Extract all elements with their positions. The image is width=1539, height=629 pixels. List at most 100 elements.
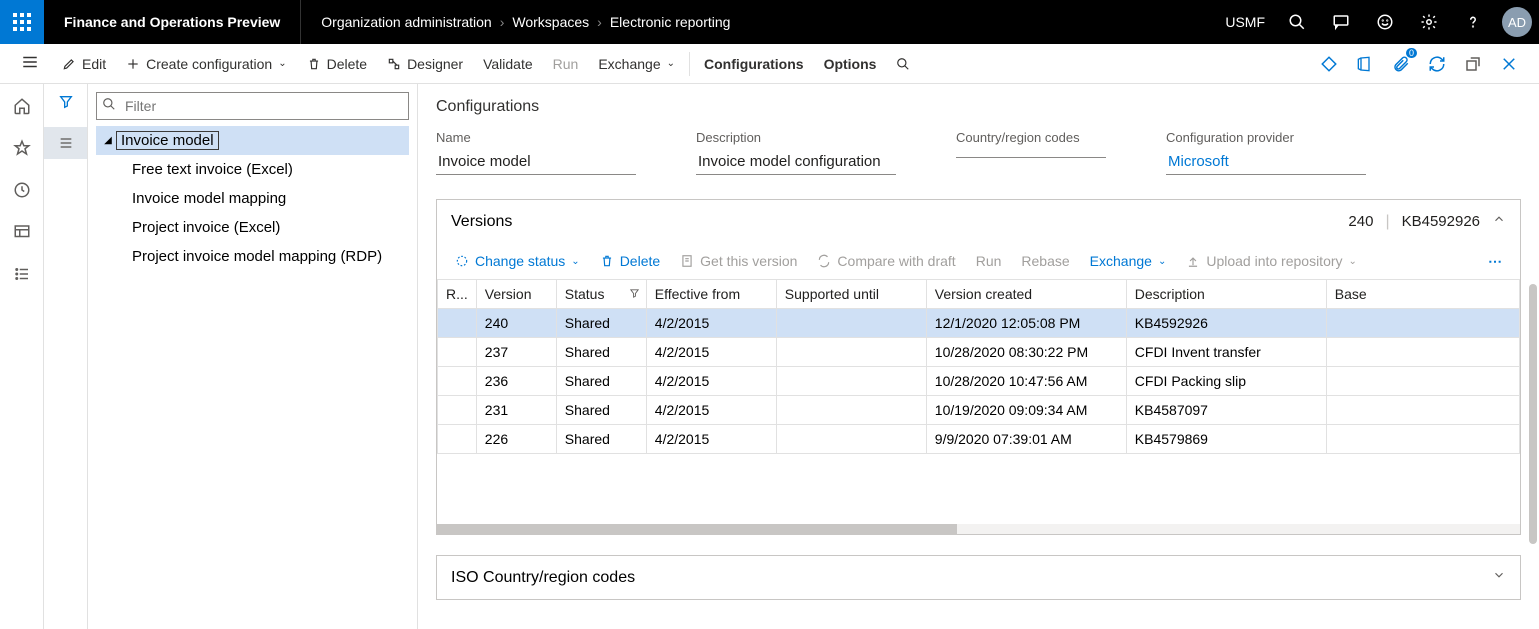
table-cell[interactable] xyxy=(438,367,477,396)
delete-button[interactable]: Delete xyxy=(297,44,377,84)
col-header[interactable]: Version created xyxy=(926,280,1126,309)
smiley-icon[interactable] xyxy=(1363,0,1407,44)
table-cell[interactable]: 4/2/2015 xyxy=(646,338,776,367)
scrollbar-thumb[interactable] xyxy=(437,524,957,534)
breadcrumb-item[interactable]: Electronic reporting xyxy=(610,14,731,30)
more-button[interactable]: ⋯ xyxy=(1482,253,1510,270)
caret-icon[interactable]: ◢ xyxy=(100,135,116,146)
table-cell[interactable] xyxy=(1326,367,1519,396)
table-row[interactable]: 237Shared4/2/201510/28/2020 08:30:22 PMC… xyxy=(438,338,1520,367)
table-cell[interactable] xyxy=(438,396,477,425)
field-value[interactable]: Microsoft xyxy=(1166,151,1366,175)
table-cell[interactable] xyxy=(776,309,926,338)
table-cell[interactable]: KB4579869 xyxy=(1126,425,1326,454)
tree-item[interactable]: Project invoice model mapping (RDP) xyxy=(96,242,409,271)
version-exchange-button[interactable]: Exchange⌄ xyxy=(1082,249,1175,273)
office-icon[interactable] xyxy=(1347,46,1383,82)
chat-icon[interactable] xyxy=(1319,0,1363,44)
validate-button[interactable]: Validate xyxy=(473,44,543,84)
table-cell[interactable]: 237 xyxy=(476,338,556,367)
help-icon[interactable] xyxy=(1451,0,1495,44)
popout-icon[interactable] xyxy=(1455,46,1491,82)
table-cell[interactable] xyxy=(776,338,926,367)
table-cell[interactable] xyxy=(1326,338,1519,367)
clock-icon[interactable] xyxy=(10,178,34,202)
workspace-icon[interactable] xyxy=(10,220,34,244)
table-cell[interactable]: CFDI Packing slip xyxy=(1126,367,1326,396)
home-icon[interactable] xyxy=(10,94,34,118)
filter-input[interactable] xyxy=(96,92,409,120)
list-view-icon[interactable] xyxy=(44,127,87,159)
funnel-icon[interactable] xyxy=(629,286,640,302)
edit-button[interactable]: Edit xyxy=(52,44,116,84)
company-code[interactable]: USMF xyxy=(1215,14,1275,30)
col-header[interactable]: Status xyxy=(556,280,646,309)
avatar[interactable]: AD xyxy=(1502,7,1532,37)
options-button[interactable]: Options xyxy=(814,44,887,84)
table-row[interactable]: 240Shared4/2/2015 12/1/2020 12:05:08 PMKB… xyxy=(438,309,1520,338)
field-value[interactable] xyxy=(956,151,1106,158)
table-cell[interactable] xyxy=(776,367,926,396)
table-cell[interactable]: 4/2/2015 xyxy=(646,367,776,396)
table-cell[interactable] xyxy=(776,396,926,425)
create-config-button[interactable]: Create configuration⌄ xyxy=(116,44,296,84)
expand-icon[interactable] xyxy=(1492,568,1506,587)
tree-item[interactable]: Project invoice (Excel) xyxy=(96,213,409,242)
exchange-button[interactable]: Exchange⌄ xyxy=(588,44,685,84)
vertical-scrollbar[interactable] xyxy=(1529,284,1537,544)
field-value[interactable]: Invoice model xyxy=(436,151,636,175)
table-row[interactable]: 231Shared4/2/2015 10/19/2020 09:09:34 AMK… xyxy=(438,396,1520,425)
col-header[interactable]: Description xyxy=(1126,280,1326,309)
tree-item[interactable]: Invoice model mapping xyxy=(96,184,409,213)
table-cell[interactable]: 4/2/2015 xyxy=(646,309,776,338)
table-cell[interactable]: 226 xyxy=(476,425,556,454)
attachments-icon[interactable] xyxy=(1383,46,1419,82)
col-header[interactable]: Effective from xyxy=(646,280,776,309)
table-row[interactable]: 236Shared4/2/2015 10/28/2020 10:47:56 AMC… xyxy=(438,367,1520,396)
table-cell[interactable] xyxy=(1326,396,1519,425)
table-cell[interactable]: Shared xyxy=(556,396,646,425)
hamburger-icon[interactable] xyxy=(21,53,39,74)
table-cell[interactable]: 12/1/2020 12:05:08 PM xyxy=(926,309,1126,338)
table-cell[interactable] xyxy=(1326,309,1519,338)
table-cell[interactable]: 9/9/2020 07:39:01 AM xyxy=(926,425,1126,454)
configurations-button[interactable]: Configurations xyxy=(694,44,814,84)
breadcrumb-item[interactable]: Organization administration xyxy=(321,14,491,30)
table-cell[interactable]: 240 xyxy=(476,309,556,338)
table-cell[interactable]: Shared xyxy=(556,367,646,396)
table-cell[interactable]: 10/19/2020 09:09:34 AM xyxy=(926,396,1126,425)
field-value[interactable]: Invoice model configuration xyxy=(696,151,896,175)
table-cell[interactable]: Shared xyxy=(556,309,646,338)
table-cell[interactable] xyxy=(438,338,477,367)
table-cell[interactable]: Shared xyxy=(556,425,646,454)
search-icon[interactable] xyxy=(1275,0,1319,44)
tree-root[interactable]: ◢ Invoice model xyxy=(96,126,409,155)
designer-button[interactable]: Designer xyxy=(377,44,473,84)
table-cell[interactable] xyxy=(438,309,477,338)
col-header[interactable]: Version xyxy=(476,280,556,309)
table-cell[interactable]: 10/28/2020 08:30:22 PM xyxy=(926,338,1126,367)
modules-icon[interactable] xyxy=(10,262,34,286)
col-header[interactable]: Base xyxy=(1326,280,1519,309)
funnel-icon[interactable] xyxy=(58,94,74,115)
tree-item[interactable]: Free text invoice (Excel) xyxy=(96,155,409,184)
table-cell[interactable]: KB4592926 xyxy=(1126,309,1326,338)
change-status-button[interactable]: Change status⌄ xyxy=(447,249,588,273)
table-cell[interactable]: KB4587097 xyxy=(1126,396,1326,425)
col-header[interactable]: Supported until xyxy=(776,280,926,309)
iso-section[interactable]: ISO Country/region codes xyxy=(436,555,1521,600)
table-cell[interactable]: 4/2/2015 xyxy=(646,396,776,425)
search-button[interactable] xyxy=(886,44,920,84)
table-cell[interactable]: 10/28/2020 10:47:56 AM xyxy=(926,367,1126,396)
table-cell[interactable]: CFDI Invent transfer xyxy=(1126,338,1326,367)
table-cell[interactable]: 231 xyxy=(476,396,556,425)
table-cell[interactable] xyxy=(438,425,477,454)
col-header[interactable]: R... xyxy=(438,280,477,309)
table-cell[interactable]: 4/2/2015 xyxy=(646,425,776,454)
version-delete-button[interactable]: Delete xyxy=(592,249,668,273)
star-icon[interactable] xyxy=(10,136,34,160)
table-cell[interactable] xyxy=(776,425,926,454)
table-cell[interactable] xyxy=(1326,425,1519,454)
horizontal-scrollbar[interactable] xyxy=(437,524,1520,534)
table-cell[interactable]: 236 xyxy=(476,367,556,396)
